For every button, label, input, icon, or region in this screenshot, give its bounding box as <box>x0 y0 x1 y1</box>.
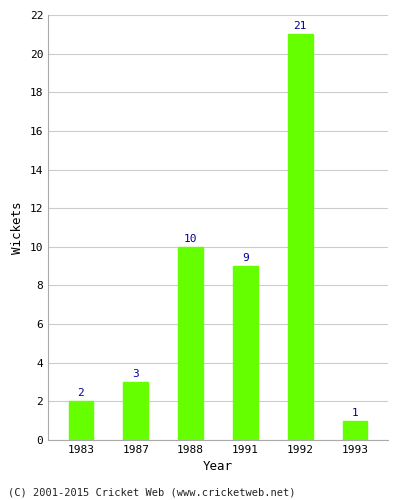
Bar <box>288 34 312 440</box>
Text: (C) 2001-2015 Cricket Web (www.cricketweb.net): (C) 2001-2015 Cricket Web (www.cricketwe… <box>8 488 296 498</box>
Bar <box>343 420 368 440</box>
Text: 10: 10 <box>184 234 197 244</box>
Text: 1: 1 <box>352 408 358 418</box>
Bar <box>124 382 148 440</box>
Bar <box>178 247 203 440</box>
Y-axis label: Wickets: Wickets <box>11 201 24 254</box>
Text: 2: 2 <box>78 388 84 398</box>
Text: 21: 21 <box>294 22 307 32</box>
Text: 9: 9 <box>242 253 249 263</box>
Text: 3: 3 <box>132 369 139 379</box>
Bar <box>233 266 258 440</box>
X-axis label: Year: Year <box>203 460 233 473</box>
Bar <box>68 402 93 440</box>
